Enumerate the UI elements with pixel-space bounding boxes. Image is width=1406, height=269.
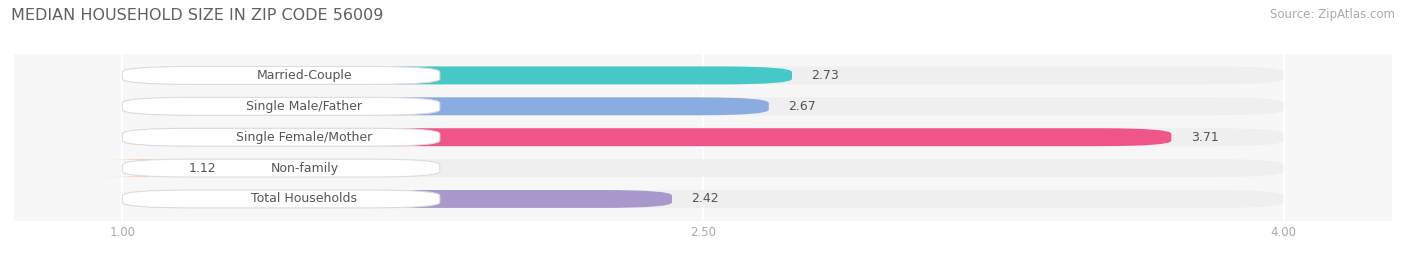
Text: Married-Couple: Married-Couple bbox=[256, 69, 352, 82]
Text: Single Female/Mother: Single Female/Mother bbox=[236, 131, 373, 144]
FancyBboxPatch shape bbox=[122, 190, 440, 208]
FancyBboxPatch shape bbox=[122, 128, 1171, 146]
Text: 1.12: 1.12 bbox=[188, 162, 217, 175]
Text: 3.71: 3.71 bbox=[1191, 131, 1219, 144]
FancyBboxPatch shape bbox=[122, 66, 1284, 84]
FancyBboxPatch shape bbox=[122, 128, 440, 146]
FancyBboxPatch shape bbox=[122, 159, 440, 177]
FancyBboxPatch shape bbox=[122, 190, 1284, 208]
FancyBboxPatch shape bbox=[122, 97, 440, 115]
Text: Source: ZipAtlas.com: Source: ZipAtlas.com bbox=[1270, 8, 1395, 21]
FancyBboxPatch shape bbox=[122, 159, 1284, 177]
FancyBboxPatch shape bbox=[122, 97, 769, 115]
FancyBboxPatch shape bbox=[122, 128, 1284, 146]
FancyBboxPatch shape bbox=[122, 66, 440, 84]
FancyBboxPatch shape bbox=[122, 97, 1284, 115]
Text: Total Households: Total Households bbox=[252, 192, 357, 206]
Text: 2.42: 2.42 bbox=[692, 192, 718, 206]
Text: 2.73: 2.73 bbox=[811, 69, 839, 82]
FancyBboxPatch shape bbox=[100, 159, 193, 177]
Text: Single Male/Father: Single Male/Father bbox=[246, 100, 363, 113]
FancyBboxPatch shape bbox=[122, 190, 672, 208]
Text: MEDIAN HOUSEHOLD SIZE IN ZIP CODE 56009: MEDIAN HOUSEHOLD SIZE IN ZIP CODE 56009 bbox=[11, 8, 384, 23]
Text: Non-family: Non-family bbox=[270, 162, 339, 175]
Text: 2.67: 2.67 bbox=[789, 100, 815, 113]
FancyBboxPatch shape bbox=[122, 66, 792, 84]
